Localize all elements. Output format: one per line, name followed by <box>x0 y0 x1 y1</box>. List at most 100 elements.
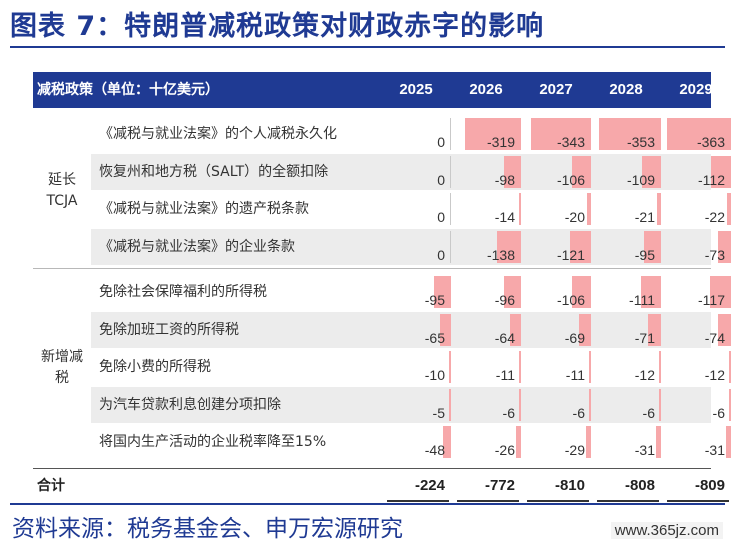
cell-value: -69 <box>564 329 585 346</box>
total-underline <box>667 499 729 502</box>
page-title: 图表 7：特朗普减税政策对财政赤字的影响 <box>10 11 545 42</box>
watermark: www.365jz.com <box>610 522 723 539</box>
cell-value: -11 <box>565 367 585 383</box>
group-label-line: 新增减 <box>41 348 83 365</box>
cell-value: -6 <box>642 404 655 421</box>
data-bar <box>658 351 661 383</box>
value-cell: -6 <box>661 387 731 423</box>
value-cell: -69 <box>521 312 591 348</box>
row-label: 恢复州和地方税（SALT）的全额扣除 <box>99 163 329 180</box>
data-bar <box>727 193 731 225</box>
year-header: 2026 <box>469 81 503 98</box>
data-bar <box>439 313 451 346</box>
value-cell: -6 <box>451 387 521 423</box>
value-cell: -96 <box>451 274 521 310</box>
table-header: 减税政策（单位：十亿美元） 2025 2026 2027 2028 2029 <box>33 72 713 108</box>
row-label: 将国内生产活动的企业税率降至15% <box>99 434 327 450</box>
bar-axis <box>450 118 451 150</box>
cell-value: -10 <box>424 367 445 383</box>
row-label: 免除加班工资的所得税 <box>99 321 239 338</box>
cell-value: -117 <box>698 292 725 308</box>
value-cell: -26 <box>451 424 521 460</box>
cell-value: -14 <box>494 209 515 225</box>
data-bar <box>711 155 731 188</box>
cell-value: -363 <box>696 134 725 150</box>
data-bar <box>503 155 521 188</box>
value-cell: 0 <box>381 229 451 265</box>
group-label-line: 税 <box>55 369 69 386</box>
data-bar <box>648 313 661 346</box>
cell-value: -22 <box>704 209 725 225</box>
cell-value: -353 <box>626 134 655 150</box>
data-bar <box>516 426 521 458</box>
value-cell: -111 <box>591 274 661 310</box>
table-row: 《减税与就业法案》的遗产税条款 0 -14 -20 -21 -22 <box>91 191 731 227</box>
value-cell: -12 <box>591 349 661 385</box>
total-value: -224 <box>414 476 445 494</box>
table-row: 将国内生产活动的企业税率降至15% -48 -26 -29 -31 -31 <box>91 424 731 460</box>
data-bar <box>519 351 521 383</box>
cell-value: -12 <box>634 367 655 383</box>
bar-axis <box>450 230 451 263</box>
value-cell: -29 <box>521 424 591 460</box>
cell-value: -29 <box>564 442 585 458</box>
row-label: 《减税与就业法案》的个人减税永久化 <box>99 126 337 142</box>
value-cell: -6 <box>521 387 591 423</box>
total-value: -808 <box>624 476 655 494</box>
row-label: 免除社会保障福利的所得税 <box>99 284 267 300</box>
value-cell: -64 <box>451 312 521 348</box>
row-label: 为汽车贷款利息创建分项扣除 <box>99 396 281 413</box>
cell-value: -319 <box>486 134 515 150</box>
cell-value: -20 <box>564 209 585 225</box>
value-cell: -22 <box>661 191 731 227</box>
data-bar <box>496 230 521 263</box>
total-value: -810 <box>554 476 585 494</box>
data-bar <box>667 118 731 150</box>
data-bar <box>589 388 591 421</box>
value-cell: -121 <box>521 229 591 265</box>
data-bar <box>728 351 731 383</box>
cell-value: -95 <box>634 246 655 263</box>
row-label: 《减税与就业法案》的遗产税条款 <box>99 201 309 217</box>
cell-value: -65 <box>424 329 445 346</box>
value-cell: -31 <box>661 424 731 460</box>
value-cell: -106 <box>521 154 591 190</box>
value-cell: -73 <box>661 229 731 265</box>
table-row: 免除加班工资的所得税 -65 -64 -69 -71 -74 <box>91 311 731 348</box>
value-cell: -12 <box>661 349 731 385</box>
total-value: -809 <box>694 476 725 494</box>
data-bar <box>587 193 591 225</box>
data-bar <box>442 426 451 458</box>
year-header: 2029 <box>679 81 713 98</box>
total-underline <box>597 499 659 502</box>
cell-value: -6 <box>712 404 725 421</box>
value-cell: -74 <box>661 312 731 348</box>
data-bar <box>530 118 591 150</box>
group-label: 延长 TCJA <box>33 170 91 212</box>
table-row: 免除社会保障福利的所得税 -95 -96 -106 -111 -117 <box>91 274 731 310</box>
data-bar <box>518 193 521 225</box>
total-underline <box>527 499 589 502</box>
value-cell: -10 <box>381 349 451 385</box>
value-cell: -21 <box>591 191 661 227</box>
data-bar <box>464 118 521 150</box>
data-bar <box>657 193 661 225</box>
cell-value: -64 <box>494 329 515 346</box>
cell-value: 0 <box>437 246 445 263</box>
bar-axis <box>450 193 451 225</box>
data-bar <box>572 155 591 188</box>
value-cell: -11 <box>521 349 591 385</box>
cell-value: -106 <box>556 171 585 188</box>
row-label: 《减税与就业法案》的企业条款 <box>99 238 295 255</box>
data-bar <box>578 313 591 346</box>
value-cell: -343 <box>521 116 591 152</box>
group-label-line: 延长 <box>48 172 76 188</box>
title-rule <box>10 46 725 48</box>
total-underline <box>387 499 449 502</box>
cell-value: -98 <box>494 171 515 188</box>
cell-value: -48 <box>424 442 445 458</box>
value-cell: 0 <box>381 154 451 190</box>
table-row: 《减税与就业法案》的企业条款 0 -138 -121 -95 -73 <box>91 228 731 265</box>
data-table: 减税政策（单位：十亿美元） 2025 2026 2027 2028 2029 《… <box>33 72 731 502</box>
value-cell: -138 <box>451 229 521 265</box>
